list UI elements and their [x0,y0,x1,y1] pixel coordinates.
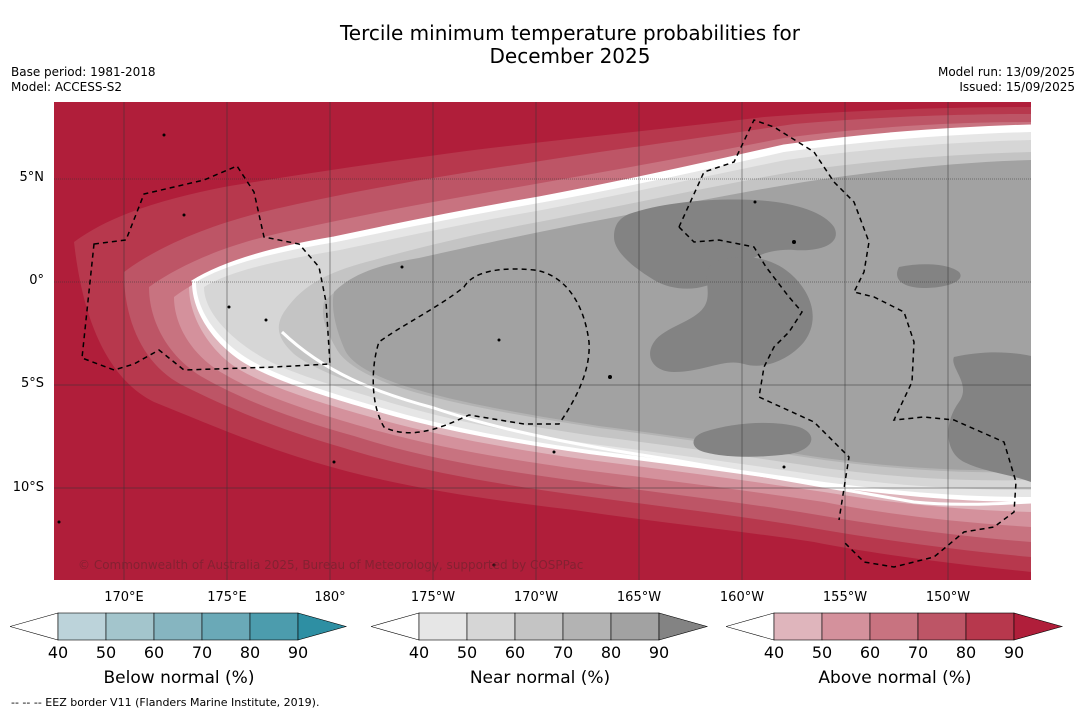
colorbar-tick-label: 80 [955,643,977,662]
title-line-2: December 2025 [489,44,651,68]
colorbar-tick-label: 60 [859,643,881,662]
island-marker [57,520,61,524]
colorbar-tick-label: 70 [552,643,574,662]
lon-label-175w: 175°W [410,590,456,605]
lon-label-155w: 155°W [822,590,868,605]
lon-label-175e: 175°E [207,590,247,605]
colorbar-under-triangle [726,612,775,641]
colorbar-tick-label: 60 [143,643,165,662]
island-marker [497,338,501,342]
lon-label-165w: 165°W [616,590,662,605]
colorbar-under-triangle [10,612,59,641]
colorbar-segment [965,612,1015,641]
island-marker [332,460,336,464]
forty-percent-contour-south [280,330,1031,506]
model-run: Model run: 13/09/2025 [937,65,1075,79]
lon-label-150w: 150°W [925,590,971,605]
colorbar-segment [418,612,468,641]
colorbar-tick-label: 60 [504,643,526,662]
meta-left: Base period: 1981-2018 Model: ACCESS-S2 [11,65,156,95]
lon-label-170e: 170°E [104,590,144,605]
colorbar-tick-label: 50 [811,643,833,662]
colorbar-tick-label: 50 [456,643,478,662]
colorbar-tick-label: 40 [47,643,69,662]
base-period: Base period: 1981-2018 [11,65,156,79]
eez-borders [81,119,1017,568]
colorbar-segment [249,612,299,641]
lat-label-5n: 5°N [19,170,45,185]
map-title: Tercile minimum temperature probabilitie… [0,22,1085,68]
model-name: Model: ACCESS-S2 [11,80,123,94]
colorbar-segment [821,612,871,641]
colorbar-segment [466,612,516,641]
colorbar-tick-label: 40 [763,643,785,662]
colorbar-tick-label: 80 [239,643,261,662]
below-normal-label: Below normal (%) [103,668,255,688]
above-normal-colorbar [726,612,1064,641]
island-marker [552,450,556,454]
near-normal-90-patch-north [614,199,836,289]
near-normal-90-patch-south [693,422,812,457]
lon-label-180: 180° [314,590,346,605]
colorbar-tick-label: 90 [1003,643,1025,662]
colorbar-segment [917,612,967,641]
island-marker [400,265,404,269]
title-line-1: Tercile minimum temperature probabilitie… [339,21,801,45]
colorbar-tick-label: 70 [191,643,213,662]
colorbar-segment [105,612,155,641]
island-marker [792,240,796,244]
colorbar-segment [153,612,203,641]
forty-percent-contour [191,124,1031,284]
eez-border-tuvalu [81,165,331,371]
gridlines [54,102,1031,580]
colorbar-segment [514,612,564,641]
colorbar-tick-label: 90 [287,643,309,662]
island-marker [753,200,757,204]
island-markers [57,133,796,567]
island-marker [608,375,612,379]
colorbar-segment [562,612,612,641]
near-normal-colorbar [371,612,709,641]
lat-label-0: 0° [29,273,44,288]
near-normal-90-patch-center [650,257,813,372]
colorbar-over-triangle [1013,612,1064,641]
near-normal-label: Near normal (%) [469,668,611,688]
colorbar-over-triangle [658,612,709,641]
eez-border-east [678,119,1017,568]
below-normal-colorbar [10,612,348,641]
lat-label-5s: 5°S [20,376,44,391]
colorbar-segment [57,612,107,641]
colorbar-segment [869,612,919,641]
eez-border-tokelau [372,268,590,434]
probability-map [54,102,1031,580]
lon-label-160w: 160°W [719,590,765,605]
island-marker [227,305,231,309]
colorbar-segment [773,612,823,641]
colorbar-tick-label: 70 [907,643,929,662]
colorbar-under-triangle [371,612,420,641]
above-normal-label: Above normal (%) [818,668,972,688]
lat-label-10s: 10°S [12,480,44,495]
eez-border-line-islands [678,226,850,521]
colorbar-tick-label: 40 [408,643,430,662]
island-marker [182,213,186,217]
meta-right: Model run: 13/09/2025 Issued: 15/09/2025 [938,65,1075,95]
colorbar-segment [201,612,251,641]
island-marker [264,318,268,322]
colorbar-tick-label: 50 [95,643,117,662]
copyright-notice: © Commonwealth of Australia 2025, Bureau… [78,558,584,572]
island-marker [492,563,496,567]
issued-date: Issued: 15/09/2025 [959,80,1075,94]
eez-footnote: -- -- -- EEZ border V11 (Flanders Marine… [11,696,320,709]
colorbar-tick-label: 80 [600,643,622,662]
colorbar-segment [610,612,660,641]
lon-label-170w: 170°W [513,590,559,605]
near-normal-80-band [332,160,1031,471]
colorbar-tick-label: 90 [648,643,670,662]
island-marker [782,465,786,469]
island-marker [162,133,166,137]
colorbar-over-triangle [297,612,348,641]
